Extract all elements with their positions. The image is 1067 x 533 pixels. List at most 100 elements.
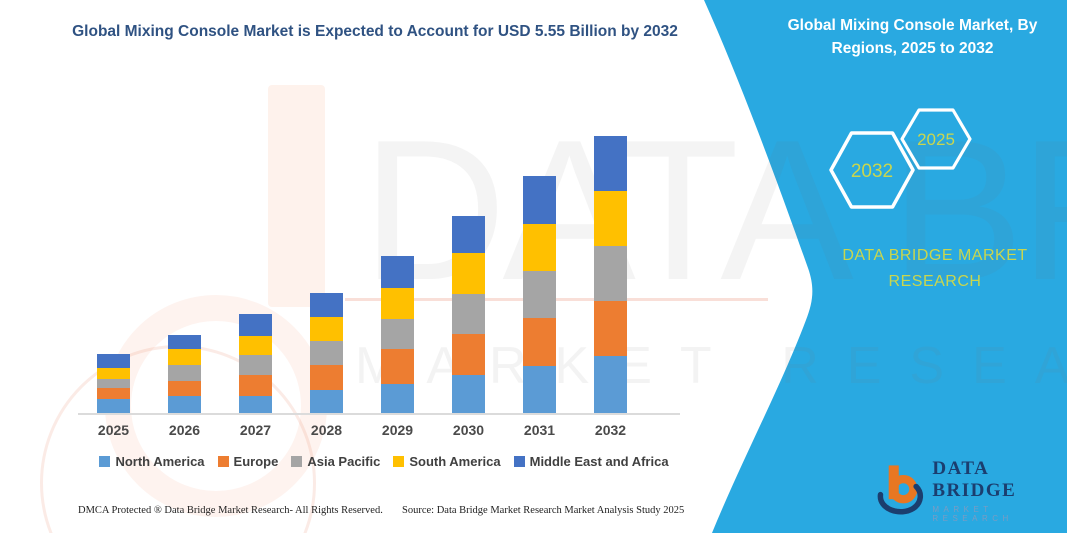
bar-segment-asia-pacific <box>310 340 343 365</box>
brand-line-2: RESEARCH <box>888 273 982 291</box>
x-axis-label-2026: 2026 <box>168 422 201 438</box>
hexagon-2025-outline <box>900 108 972 170</box>
bar-segment-south-america <box>523 224 556 271</box>
bar-segment-middle-east-and-africa <box>310 292 343 317</box>
bar-segment-north-america <box>381 383 414 413</box>
legend-item-south-america: South America <box>393 454 501 469</box>
bar-segment-middle-east-and-africa <box>97 354 130 368</box>
bar-segment-south-america <box>310 316 343 341</box>
watermark-logo-bar <box>268 85 325 307</box>
source-note: Source: Data Bridge Market Research Mark… <box>402 505 685 516</box>
stacked-bar-2027 <box>239 313 272 413</box>
bar-segment-europe <box>97 388 130 399</box>
bar-segment-south-america <box>452 253 485 294</box>
bar-chart-plot <box>78 130 646 413</box>
bar-segment-middle-east-and-africa <box>168 335 201 349</box>
bar-segment-europe <box>168 380 201 396</box>
hexagon-2025-label: 2025 <box>917 130 955 149</box>
data-bridge-logo: DATA BRIDGE MARKET RESEARCH <box>875 458 1067 523</box>
legend-label-europe: Europe <box>233 454 279 469</box>
legend-label-middle-east-and-africa: Middle East and Africa <box>529 454 669 469</box>
logo-name: DATA BRIDGE <box>932 458 1017 501</box>
bar-column-2031 <box>504 130 575 413</box>
bar-segment-europe <box>452 334 485 375</box>
legend-item-middle-east-and-africa: Middle East and Africa <box>513 454 669 469</box>
x-axis-label-2025: 2025 <box>97 422 130 438</box>
bar-segment-europe <box>594 300 627 356</box>
legend-swatch-south-america <box>393 456 405 467</box>
bar-segment-asia-pacific <box>594 245 627 301</box>
bar-segment-north-america <box>594 356 627 413</box>
bar-segment-europe <box>381 348 414 384</box>
stacked-bar-2030 <box>452 215 485 413</box>
bar-segment-middle-east-and-africa <box>381 255 414 288</box>
x-axis-line <box>78 413 680 415</box>
x-axis-labels: 2025 2026 2027 2028 2029 2030 2031 2032 <box>78 422 646 438</box>
legend-swatch-asia-pacific <box>291 456 303 467</box>
stacked-bar-2029 <box>381 255 414 413</box>
legend-item-asia-pacific: Asia Pacific <box>291 454 380 469</box>
x-axis-label-2029: 2029 <box>381 422 414 438</box>
legend-swatch-europe <box>217 456 229 467</box>
bar-segment-middle-east-and-africa <box>594 135 627 191</box>
bar-segment-europe <box>239 375 272 396</box>
stacked-bar-2032 <box>594 135 627 413</box>
legend-label-south-america: South America <box>409 454 501 469</box>
hexagon-2032-outline <box>829 131 915 209</box>
side-panel-title: Global Mixing Console Market, By Regions… <box>787 17 1038 58</box>
bar-segment-asia-pacific <box>97 378 130 388</box>
bar-segment-south-america <box>239 335 272 355</box>
dmca-notice: DMCA Protected ® Data Bridge Market Rese… <box>78 505 383 516</box>
bar-segment-north-america <box>523 365 556 413</box>
bar-segment-middle-east-and-africa <box>452 215 485 253</box>
brand-wordmark: DATA BRIDGE MARKET RESEARCH <box>800 243 1067 296</box>
legend-item-europe: Europe <box>217 454 279 469</box>
logo-text: DATA BRIDGE MARKET RESEARCH <box>932 458 1067 523</box>
legend-label-north-america: North America <box>115 454 205 469</box>
legend-swatch-middle-east-and-africa <box>513 456 525 467</box>
bar-segment-middle-east-and-africa <box>523 175 556 224</box>
bar-column-2025 <box>78 130 149 413</box>
stacked-bar-2028 <box>310 292 343 413</box>
bar-column-2028 <box>291 130 362 413</box>
bar-segment-europe <box>310 365 343 390</box>
bar-segment-south-america <box>168 348 201 365</box>
hexagon-2032-label: 2032 <box>851 161 893 182</box>
bar-column-2027 <box>220 130 291 413</box>
watermark-swoosh-line <box>345 298 768 301</box>
bar-column-2026 <box>149 130 220 413</box>
bar-column-2032 <box>575 130 646 413</box>
legend-label-asia-pacific: Asia Pacific <box>307 454 381 469</box>
bar-segment-north-america <box>310 389 343 413</box>
bar-segment-asia-pacific <box>381 318 414 349</box>
bar-segment-europe <box>523 318 556 366</box>
bar-segment-south-america <box>97 368 130 379</box>
legend-swatch-north-america <box>99 456 111 467</box>
bar-segment-north-america <box>97 398 130 413</box>
year-hexagons: 2032 2025 <box>829 108 972 209</box>
bar-segment-asia-pacific <box>168 365 201 381</box>
bar-segment-south-america <box>381 288 414 319</box>
bar-segment-north-america <box>239 395 272 413</box>
logo-b-icon <box>877 464 923 514</box>
x-axis-label-2032: 2032 <box>594 422 627 438</box>
x-axis-label-2031: 2031 <box>523 422 556 438</box>
x-axis-label-2030: 2030 <box>452 422 485 438</box>
x-axis-label-2027: 2027 <box>239 422 272 438</box>
brand-line-1: DATA BRIDGE MARKET <box>842 247 1028 264</box>
x-axis-label-2028: 2028 <box>310 422 343 438</box>
legend-item-north-america: North America <box>99 454 205 469</box>
bar-segment-north-america <box>452 375 485 413</box>
bar-column-2029 <box>362 130 433 413</box>
bar-segment-middle-east-and-africa <box>239 313 272 336</box>
chart-title: Global Mixing Console Market is Expected… <box>72 23 678 40</box>
bar-segment-south-america <box>594 190 627 246</box>
stacked-bar-2025 <box>97 354 130 413</box>
chart-legend: North America Europe Asia Pacific South Ame… <box>78 454 690 469</box>
bar-column-2030 <box>433 130 504 413</box>
bar-segment-north-america <box>168 396 201 413</box>
bar-segment-asia-pacific <box>523 270 556 318</box>
stacked-bar-2026 <box>168 335 201 413</box>
